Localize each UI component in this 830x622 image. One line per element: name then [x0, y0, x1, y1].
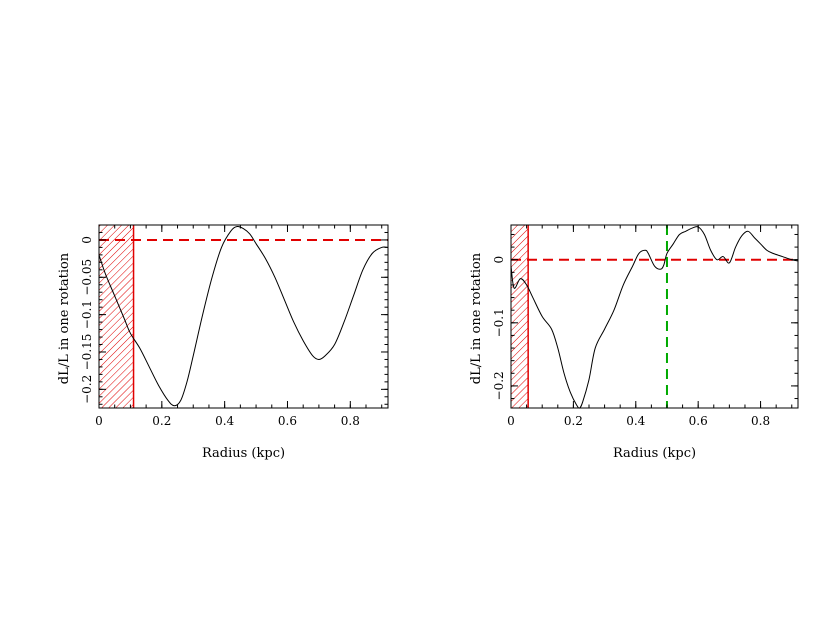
x-tick-label: 0.6: [278, 414, 297, 428]
y-axis-label: dL/L in one rotation: [57, 252, 72, 384]
x-tick-label: 0.2: [564, 414, 583, 428]
plot-frame: [510, 224, 799, 409]
panel-right: 0 0.2 0.4 0.6 0.8 −0.2 −0.1 0 Radius (kpc) dL/L i…: [469, 224, 799, 461]
x-tick-label: 0.4: [626, 414, 645, 428]
y-tick-label: 0: [80, 236, 94, 244]
y-tick-label: −0.1: [492, 308, 506, 337]
y-tick-label: −0.1: [80, 300, 94, 329]
shaded-region: [511, 225, 529, 408]
y-tick-label: −0.15: [80, 334, 94, 371]
y-tick-label: 0: [492, 256, 506, 264]
y-tick-label: −0.05: [80, 259, 94, 296]
x-axis-label: Radius (kpc): [613, 446, 696, 461]
plot-frame: [98, 224, 389, 409]
y-axis-label: dL/L in one rotation: [469, 252, 484, 384]
x-tick-label: 0.4: [215, 414, 234, 428]
panel-left: 0 0.2 0.4 0.6 0.8 −0.2 −0.15 −0.1 −0.05 0 Radius (…: [57, 224, 389, 461]
y-tick-label: −0.2: [492, 371, 506, 400]
x-tick-label: 0.6: [689, 414, 708, 428]
x-tick-label: 0.8: [341, 414, 360, 428]
y-tick-label: −0.2: [80, 375, 94, 404]
series-line: [98, 225, 389, 407]
x-tick-label: 0: [507, 414, 515, 428]
series-line: [510, 226, 799, 409]
shaded-region: [99, 225, 134, 408]
x-axis-label: Radius (kpc): [202, 446, 285, 461]
x-tick-label: 0: [95, 414, 103, 428]
x-tick-label: 0.8: [751, 414, 770, 428]
x-tick-label: 0.2: [152, 414, 171, 428]
